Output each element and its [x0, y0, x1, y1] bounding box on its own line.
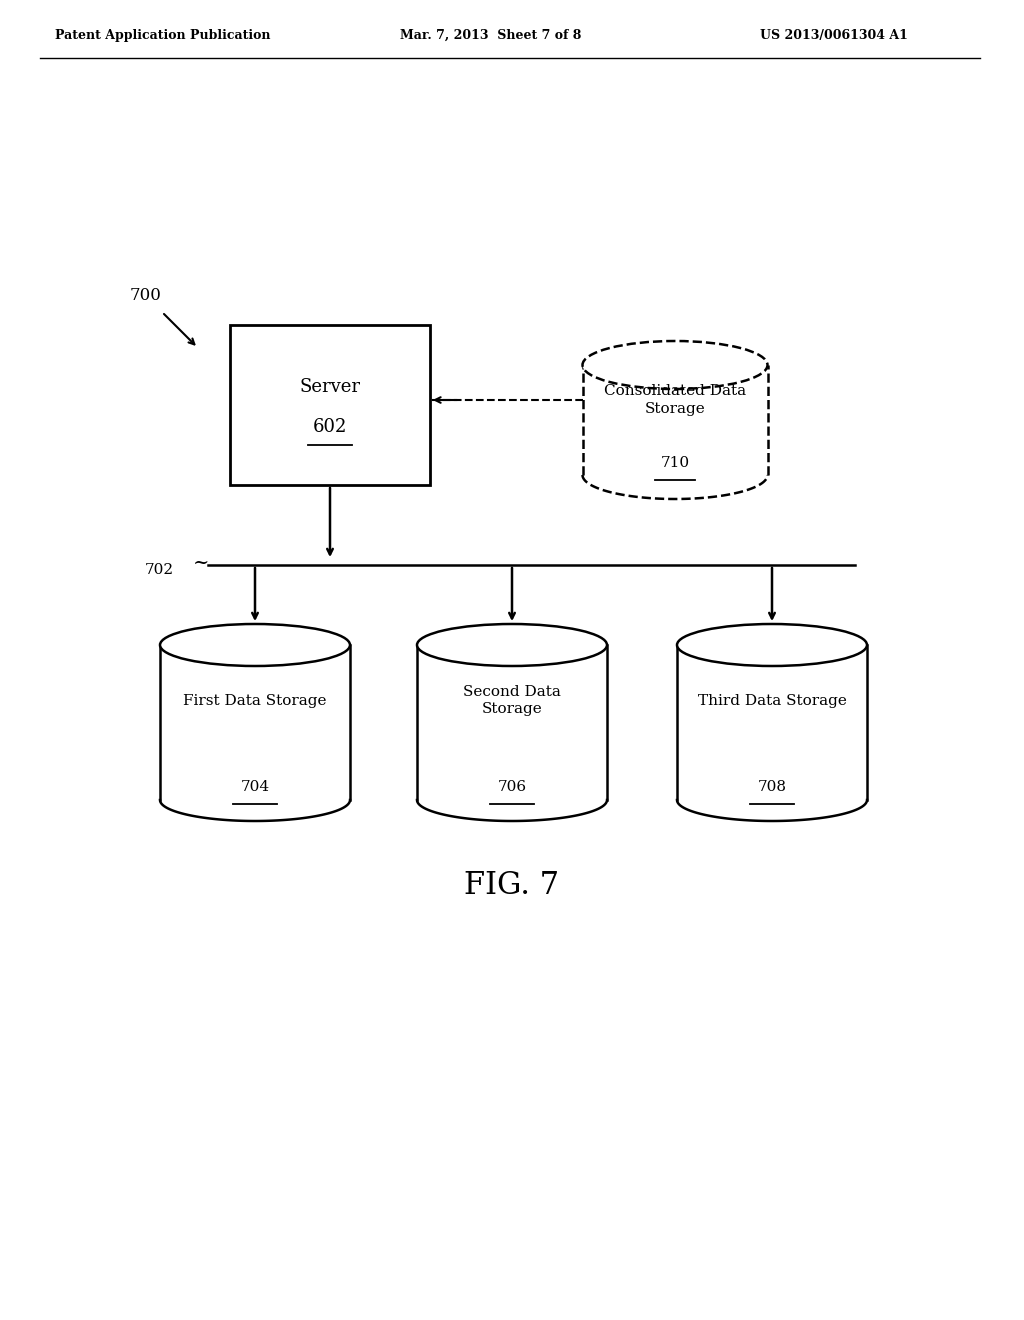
Text: Server: Server: [299, 378, 360, 396]
Text: Consolidated Data
Storage: Consolidated Data Storage: [604, 384, 746, 416]
Ellipse shape: [677, 624, 867, 667]
Text: Second Data
Storage: Second Data Storage: [463, 685, 561, 717]
Text: 710: 710: [660, 455, 689, 470]
Ellipse shape: [417, 624, 607, 667]
Text: Third Data Storage: Third Data Storage: [697, 693, 847, 708]
Polygon shape: [583, 366, 768, 475]
Ellipse shape: [583, 341, 768, 389]
Polygon shape: [160, 645, 350, 800]
Text: 702: 702: [145, 564, 174, 577]
Text: 706: 706: [498, 780, 526, 795]
Text: US 2013/0061304 A1: US 2013/0061304 A1: [760, 29, 908, 41]
Bar: [230, 325, 430, 484]
Text: 602: 602: [312, 418, 347, 436]
Text: FIG. 7: FIG. 7: [465, 870, 559, 900]
Text: 700: 700: [130, 286, 162, 304]
Text: ~: ~: [193, 554, 209, 572]
Text: 704: 704: [241, 780, 269, 795]
Ellipse shape: [160, 624, 350, 667]
Polygon shape: [677, 645, 867, 800]
Text: Patent Application Publication: Patent Application Publication: [55, 29, 270, 41]
Polygon shape: [417, 645, 607, 800]
Text: Mar. 7, 2013  Sheet 7 of 8: Mar. 7, 2013 Sheet 7 of 8: [400, 29, 582, 41]
Text: 708: 708: [758, 780, 786, 795]
Text: First Data Storage: First Data Storage: [183, 693, 327, 708]
